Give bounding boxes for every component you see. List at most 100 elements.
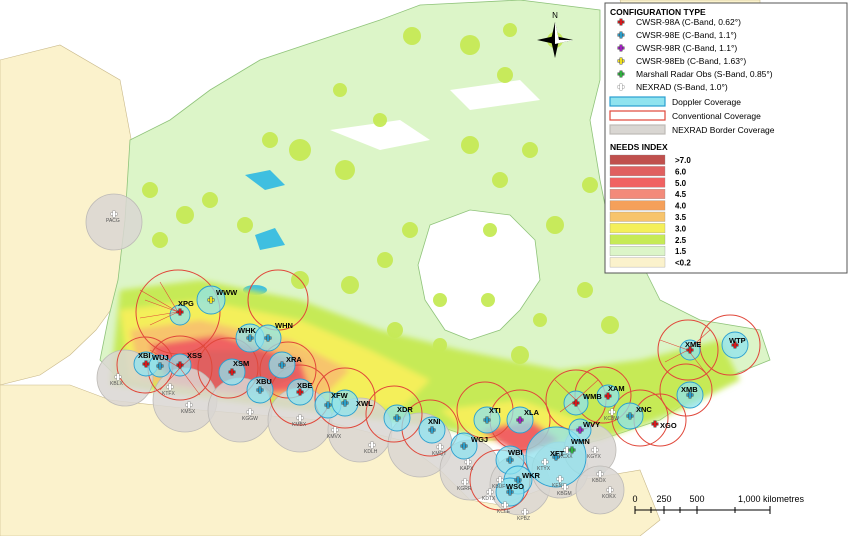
legend-needs-swatch <box>609 223 666 234</box>
legend-needs-label: 5.0 <box>675 179 687 188</box>
radar-symbol <box>572 399 580 407</box>
nexrad-site-kblx: KBLX <box>110 373 123 387</box>
nexrad-symbol <box>331 426 339 434</box>
radar-label: XBI <box>138 351 151 360</box>
legend-needs-title: NEEDS INDEX <box>610 142 668 152</box>
radar-site-wso: WSO <box>506 482 524 496</box>
legend-config-symbol <box>617 18 625 26</box>
nexrad-site-kgyx: KGYX <box>587 446 602 460</box>
nexrad-symbol <box>596 470 604 478</box>
radar-site-wmn: WMN <box>568 437 590 454</box>
radar-symbol <box>626 412 634 420</box>
scale-label-0: 0 <box>632 494 637 504</box>
nexrad-site-kggw: KGGW <box>242 408 258 422</box>
legend-needs-items: >7.0 6.0 5.0 4.5 4.0 3.5 3.0 2.5 1.5 <0.2 <box>609 154 691 268</box>
legend-needs-swatch <box>609 166 666 177</box>
legend-needs-label: >7.0 <box>675 156 691 165</box>
nexrad-label: KAPX <box>460 466 474 472</box>
nexrad-site-kbox: KBOX <box>592 470 607 484</box>
radar-label: XSS <box>187 351 202 360</box>
nexrad-site-labels: PACG KBLX KMSX KTFX KGGW KMBX KMVX KDLH KMQT KAPX… <box>106 210 619 522</box>
radar-label: XFW <box>331 391 349 400</box>
radar-label: WHN <box>275 321 293 330</box>
radar-site-wmb: WMB <box>572 392 602 407</box>
nexrad-label: KTYX <box>537 466 551 472</box>
legend-coverage-label: Conventional Coverage <box>672 111 761 121</box>
needs-index-north-cells <box>142 23 619 364</box>
radar-symbol <box>516 416 524 424</box>
nexrad-site-kenx: KENX <box>552 475 566 489</box>
radar-symbol <box>506 456 514 464</box>
nexrad-label: KBLX <box>110 381 123 387</box>
nexrad-label: KPBZ <box>517 516 530 522</box>
radar-symbol <box>651 420 659 428</box>
radar-site-xwl: XWL <box>341 399 373 408</box>
legend-needs-label: 3.5 <box>675 213 687 222</box>
radar-label: WHK <box>238 326 256 335</box>
nexrad-symbol <box>246 408 254 416</box>
nexrad-symbol <box>296 414 304 422</box>
nexrad-site-kmvx: KMVX <box>327 426 342 440</box>
radar-label: XPG <box>178 299 194 308</box>
nexrad-symbol <box>521 508 529 516</box>
radar-label: WGJ <box>471 435 488 444</box>
nexrad-label: KMBX <box>292 422 307 428</box>
radar-label: XWL <box>356 399 373 408</box>
legend-needs-swatch <box>609 234 666 245</box>
north-arrow-label: N <box>552 11 558 20</box>
scale-bar: 0 250 500 1,000 kilometres <box>632 494 805 514</box>
radar-site-xgo: XGO <box>651 420 677 430</box>
legend-config-label: NEXRAD (S-Band, 1.0°) <box>636 82 728 92</box>
nexrad-site-kcbw: KCBW <box>604 408 619 422</box>
nexrad-symbol <box>436 443 444 451</box>
radar-site-xft: XFT <box>550 449 565 461</box>
nexrad-symbol <box>608 408 616 416</box>
radar-symbol <box>324 401 332 409</box>
radar-symbol <box>207 296 215 304</box>
radar-symbol <box>296 388 304 396</box>
scale-label-250: 250 <box>656 494 671 504</box>
legend-config-label: CWSR-98Eb (C-Band, 1.63°) <box>636 56 746 66</box>
radar-site-xnc: XNC <box>626 405 652 420</box>
radar-symbol <box>176 308 184 316</box>
legend-config-title: CONFIGURATION TYPE <box>610 7 706 17</box>
legend-coverage-swatch <box>609 110 666 121</box>
radar-site-xdr: XDR <box>393 405 413 422</box>
radar-symbol <box>604 392 612 400</box>
nexrad-site-kdtx: KDTX <box>482 488 496 502</box>
radar-label: XAM <box>608 384 625 393</box>
nexrad-symbol <box>606 486 614 494</box>
radar-site-wkr: WKR <box>514 471 540 484</box>
hudson-bay <box>417 209 541 341</box>
radar-label: WMN <box>571 437 590 446</box>
legend-config-label: CWSR-98A (C-Band, 0.62°) <box>636 17 741 27</box>
legend-needs-label: 1.5 <box>675 247 687 256</box>
nexrad-symbol <box>496 476 504 484</box>
radar-site-xme: XME <box>685 340 701 354</box>
legend-panel: CONFIGURATION TYPE CWSR-98A (C-Band, 0.6… <box>604 2 848 274</box>
radar-label: XDR <box>397 405 413 414</box>
radar-symbol <box>568 446 576 454</box>
radar-symbol <box>278 361 286 369</box>
nexrad-symbol <box>461 478 469 486</box>
radar-label: WUJ <box>152 353 169 362</box>
nexrad-site-kokx: KOKX <box>602 486 617 500</box>
radar-site-xam: XAM <box>604 384 625 400</box>
nexrad-symbol <box>368 441 376 449</box>
radar-site-xss: XSS <box>176 351 202 369</box>
radar-site-xla: XLA <box>516 408 540 424</box>
nexrad-label: KGYX <box>587 454 602 460</box>
radar-label: XGO <box>660 421 677 430</box>
nexrad-site-kcle: KCLE <box>497 501 511 515</box>
nexrad-label: KCBW <box>604 416 619 422</box>
nexrad-label: KDLH <box>364 449 378 455</box>
nexrad-label: KMSX <box>181 409 196 415</box>
legend-config-label: Marshall Radar Obs (S-Band, 0.85°) <box>636 69 773 79</box>
radar-label: WKR <box>522 471 540 480</box>
nexrad-site-kbuf: KBUF <box>492 476 505 490</box>
legend-config-items: CWSR-98A (C-Band, 0.62°) CWSR-98E (C-Band… <box>617 17 773 92</box>
legend-needs-swatch <box>609 200 666 211</box>
radar-label: XSM <box>233 359 249 368</box>
radar-symbol <box>246 334 254 342</box>
